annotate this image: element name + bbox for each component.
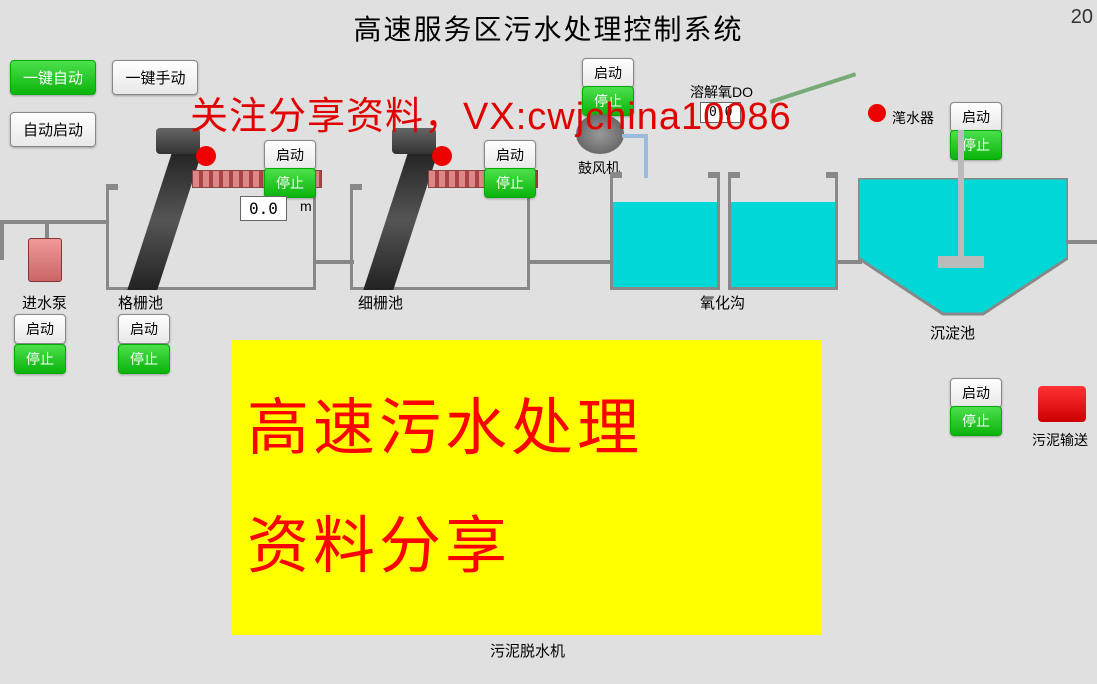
- fine-grid-label: 细栅池: [358, 292, 403, 313]
- level-value: 0.0: [240, 196, 287, 221]
- fine-start-button[interactable]: 启动: [484, 140, 536, 170]
- inlet-pump-label: 进水泵: [22, 292, 67, 313]
- decanter-pipe: [958, 130, 964, 260]
- manual-all-button[interactable]: 一键手动: [112, 60, 198, 95]
- sludge-start-button[interactable]: 启动: [950, 378, 1002, 408]
- decanter-plate-icon: [938, 256, 984, 268]
- auto-all-button[interactable]: 一键自动: [10, 60, 96, 95]
- pipe: [530, 260, 612, 264]
- decanter-label: 滗水器: [892, 108, 934, 128]
- watermark-text: 关注分享资料，VX:cwjchina10086: [190, 85, 792, 140]
- pipe: [316, 260, 354, 264]
- grid-stop-button[interactable]: 停止: [264, 168, 316, 198]
- inlet-pump-start-button[interactable]: 启动: [14, 314, 66, 344]
- grid-tank-label: 格栅池: [118, 292, 163, 313]
- top-right-indicator: 20: [1071, 6, 1093, 29]
- oxidation-label: 氧化沟: [700, 292, 745, 313]
- pipe: [1066, 240, 1097, 244]
- decanter-indicator-icon: [868, 104, 886, 122]
- grid-tank-stop-button[interactable]: 停止: [118, 344, 170, 374]
- oxidation-tank-a: [610, 178, 720, 290]
- grid-tank-start-button[interactable]: 启动: [118, 314, 170, 344]
- overlay-banner: 高速污水处理 资料分享: [232, 340, 822, 635]
- inlet-pump-stop-button[interactable]: 停止: [14, 344, 66, 374]
- overlay-line1: 高速污水处理: [247, 370, 807, 488]
- blower-start-button[interactable]: 启动: [582, 58, 634, 88]
- sludge-pump-icon: [1038, 386, 1086, 422]
- decanter-start-button[interactable]: 启动: [950, 102, 1002, 132]
- fine-indicator-icon: [432, 146, 452, 166]
- pipe: [0, 220, 4, 260]
- level-unit: m: [300, 198, 312, 214]
- sed-tank-label: 沉淀池: [930, 322, 975, 343]
- sludge-conveyor-label: 污泥输送: [1032, 430, 1088, 450]
- page-title: 高速服务区污水处理控制系统: [353, 8, 743, 48]
- grid-indicator-icon: [196, 146, 216, 166]
- sludge-dewater-label: 污泥脱水机: [490, 640, 565, 661]
- oxidation-tank-b: [728, 178, 838, 290]
- sludge-stop-button[interactable]: 停止: [950, 406, 1002, 436]
- pipe: [0, 220, 110, 224]
- inlet-pump-icon: [28, 238, 62, 282]
- fine-stop-button[interactable]: 停止: [484, 168, 536, 198]
- grid-start-button[interactable]: 启动: [264, 140, 316, 170]
- auto-start-button[interactable]: 自动启动: [10, 112, 96, 147]
- pipe: [838, 260, 862, 264]
- overlay-line2: 资料分享: [247, 488, 807, 606]
